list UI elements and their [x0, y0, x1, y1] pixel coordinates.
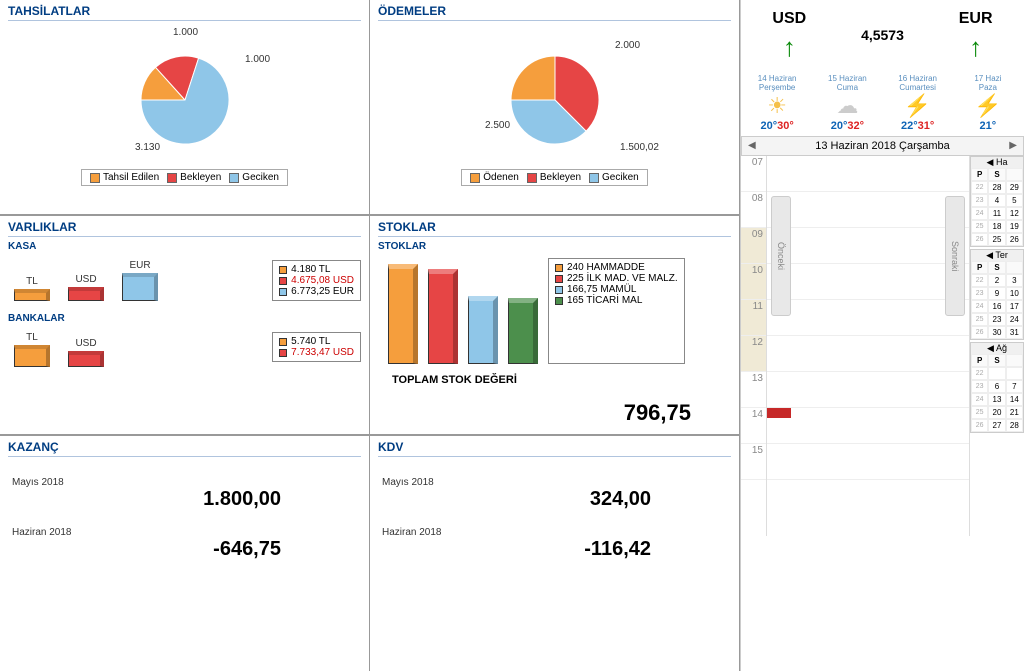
- kasa-label: KASA: [8, 241, 361, 252]
- tahsilatlar-title: TAHSİLATLAR: [8, 4, 361, 21]
- tahsilatlar-legend: Tahsil EdilenBekleyenGeciken: [81, 169, 288, 186]
- odemeler-pie: 2.000 2.500 1.500,02: [378, 25, 731, 165]
- mini-calendars[interactable]: ◀ HaPS2228292345241112251819262526◀ TerP…: [970, 156, 1024, 536]
- svg-text:3.130: 3.130: [135, 142, 160, 153]
- prev-button[interactable]: Önceki: [771, 196, 791, 316]
- kazanc-panel: KAZANÇ Mayıs 20181.800,00Haziran 2018-64…: [0, 436, 370, 671]
- bankalar-label: BANKALAR: [8, 313, 361, 324]
- svg-text:1.000: 1.000: [173, 27, 198, 38]
- stoklar-title: STOKLAR: [378, 220, 731, 237]
- stoklar-panel: STOKLAR STOKLAR 240 HAMMADDE225 İLK MAD.…: [370, 216, 740, 434]
- tahsilatlar-panel: TAHSİLATLAR 1.000 1.000 3.130 Tahsil Edile…: [0, 0, 370, 214]
- calendar-hours: 070809101112131415: [741, 156, 767, 536]
- current-time-marker: [767, 408, 791, 418]
- svg-text:2.000: 2.000: [615, 40, 640, 51]
- kdv-panel: KDV Mayıs 2018324,00Haziran 2018-116,42: [370, 436, 740, 671]
- stok-total-label: TOPLAM STOK DEĞERİ: [392, 374, 731, 386]
- odemeler-title: ÖDEMELER: [378, 4, 731, 21]
- tahsilatlar-pie: 1.000 1.000 3.130: [8, 25, 361, 165]
- odemeler-legend: ÖdenenBekleyenGeciken: [461, 169, 647, 186]
- stoklar-sub: STOKLAR: [378, 241, 731, 252]
- cal-next-icon[interactable]: ▶: [1009, 140, 1017, 151]
- calendar-header[interactable]: ◀ 13 Haziran 2018 Çarşamba ▶: [741, 136, 1024, 156]
- weather-widget: 14 HaziranPerşembe☀20°30°15 HaziranCuma☁…: [741, 70, 1024, 136]
- bank-values: 5.740 TL7.733,47 USD: [272, 332, 361, 362]
- svg-text:1.000: 1.000: [245, 54, 270, 65]
- varliklar-title: VARLIKLAR: [8, 220, 361, 237]
- next-button[interactable]: Sonraki: [945, 196, 965, 316]
- cal-prev-icon[interactable]: ◀: [748, 140, 756, 151]
- stok-total-value: 796,75: [378, 400, 731, 426]
- stoklar-legend: 240 HAMMADDE225 İLK MAD. VE MALZ.166,75 …: [548, 258, 685, 364]
- stoklar-bars: [378, 254, 538, 364]
- kazanc-title: KAZANÇ: [8, 440, 361, 457]
- kdv-title: KDV: [378, 440, 731, 457]
- calendar-date: 13 Haziran 2018 Çarşamba: [815, 140, 950, 152]
- odemeler-panel: ÖDEMELER 2.000 2.500 1.500,02 ÖdenenBekley…: [370, 0, 740, 214]
- svg-text:2.500: 2.500: [485, 120, 510, 131]
- varliklar-panel: VARLIKLAR KASA TL USD EUR 4.180 TL4.675,…: [0, 216, 370, 434]
- fx-widget: USD↑4,5573EUR↑: [741, 0, 1024, 70]
- svg-text:1.500,02: 1.500,02: [620, 142, 659, 153]
- calendar-schedule[interactable]: Önceki Sonraki: [767, 156, 970, 536]
- kasa-values: 4.180 TL4.675,08 USD6.773,25 EUR: [272, 260, 361, 301]
